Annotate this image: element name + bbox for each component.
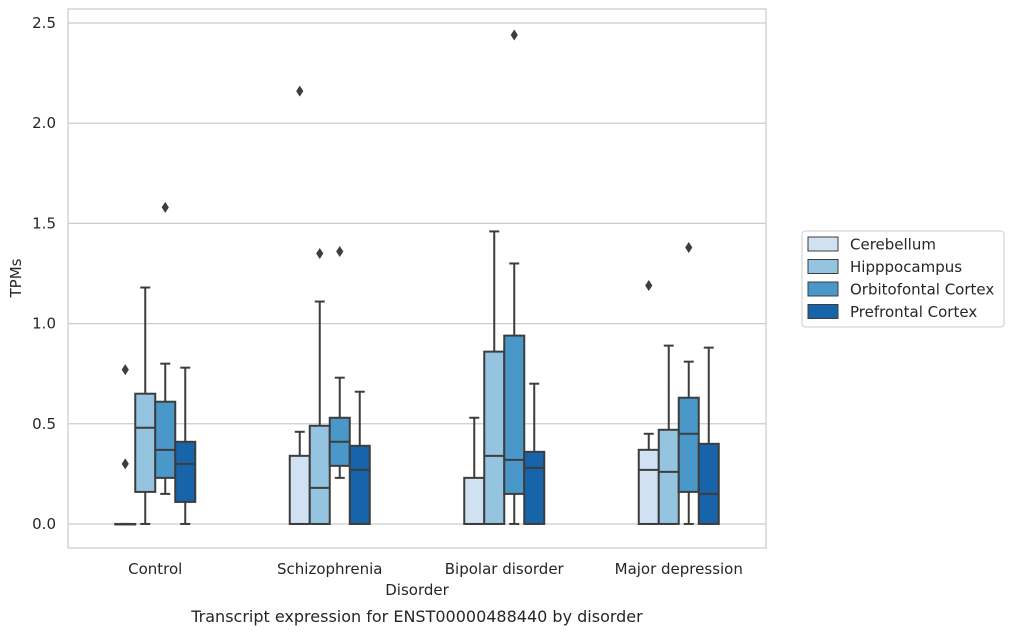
- y-axis-label: TPMs: [7, 258, 25, 298]
- x-tick-label: Bipolar disorder: [445, 560, 565, 578]
- box-3-0: [637, 280, 660, 525]
- outlier-point: [316, 247, 324, 259]
- legend-label: Hipppocampus: [850, 258, 962, 276]
- box-2-1: [483, 230, 506, 525]
- outlier-point: [161, 201, 169, 213]
- box-body: [463, 476, 486, 525]
- box-2-2: [503, 29, 526, 525]
- box-body: [677, 396, 700, 493]
- plot-frame: [67, 8, 767, 549]
- legend-swatch: [807, 281, 839, 297]
- box-body: [348, 444, 371, 525]
- y-tick-label: 1.0: [32, 315, 56, 333]
- y-tick-label: 0.0: [32, 515, 56, 533]
- chart-caption: Transcript expression for ENST0000048844…: [190, 607, 643, 626]
- box-3-2: [677, 241, 700, 525]
- outlier-point: [645, 280, 653, 292]
- box-3-3: [697, 346, 720, 525]
- y-tick-label: 2.5: [32, 14, 56, 32]
- box-0-2: [154, 201, 177, 495]
- legend-label: Prefrontal Cortex: [850, 303, 977, 321]
- box-body: [308, 424, 331, 525]
- box-1-1: [308, 247, 331, 525]
- legend-swatch: [807, 236, 839, 252]
- box-1-2: [328, 245, 351, 479]
- y-tick-label: 1.5: [32, 214, 56, 232]
- box-body: [154, 400, 177, 479]
- box-body: [657, 428, 680, 525]
- box-body: [483, 350, 506, 525]
- box-1-3: [348, 390, 371, 525]
- legend: Cerebellum Hipppocampus Orbitofontal Corte…: [801, 230, 1005, 328]
- outlier-point: [121, 364, 129, 376]
- box-3-1: [657, 344, 680, 525]
- outlier-point: [685, 241, 693, 253]
- box-0-3: [174, 366, 197, 525]
- x-tick-label: Schizophrenia: [277, 560, 382, 578]
- outlier-point: [121, 458, 129, 470]
- box-body: [637, 448, 660, 525]
- legend-label: Orbitofontal Cortex: [850, 281, 994, 299]
- box-body: [523, 450, 546, 525]
- box-2-3: [523, 382, 546, 525]
- box-body: [697, 442, 720, 525]
- legend-swatch: [807, 259, 839, 274]
- y-tick-label: 2.0: [32, 114, 56, 132]
- outlier-point: [510, 29, 518, 41]
- box-body: [503, 334, 526, 495]
- box-2-0: [463, 416, 486, 525]
- boxes: [114, 29, 720, 526]
- legend-swatch: [807, 304, 839, 319]
- box-0-0: [114, 364, 137, 526]
- legend-frame: [801, 230, 1005, 328]
- y-tick-label: 0.5: [32, 415, 56, 433]
- outlier-point: [296, 85, 304, 97]
- x-axis-ticks: Control Schizophrenia Bipolar disorder Majo…: [128, 560, 743, 578]
- x-axis-label: Disorder: [385, 581, 449, 599]
- box-body: [134, 392, 157, 493]
- legend-label: Cerebellum: [850, 236, 936, 254]
- box-1-0: [288, 85, 311, 525]
- box-body: [288, 454, 311, 525]
- x-tick-label: Major depression: [615, 560, 743, 578]
- outlier-point: [336, 245, 344, 257]
- box-body: [174, 440, 197, 503]
- x-tick-label: Control: [128, 560, 182, 578]
- y-axis-ticks: 0.0 0.5 1.0 1.5 2.0 2.5: [32, 14, 56, 533]
